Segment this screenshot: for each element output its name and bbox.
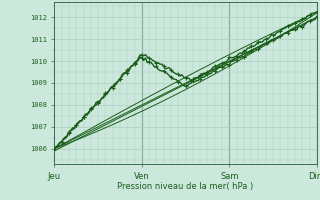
X-axis label: Pression niveau de la mer( hPa ): Pression niveau de la mer( hPa ) — [117, 182, 254, 191]
